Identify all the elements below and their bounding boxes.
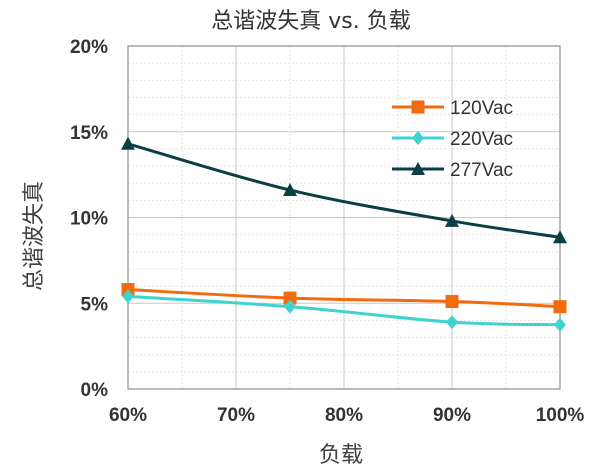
x-tick-label: 100% xyxy=(536,405,585,426)
legend-entry: 120Vac xyxy=(392,98,513,119)
y-axis-ticks: 0% 5% 10% 15% 20% xyxy=(70,37,108,401)
legend-entry: 277Vac xyxy=(392,160,513,181)
data-point xyxy=(283,291,297,305)
data-point xyxy=(445,213,459,227)
y-tick-label: 0% xyxy=(81,380,109,401)
legend-label: 220Vac xyxy=(450,129,513,150)
y-tick-label: 10% xyxy=(70,209,108,230)
x-axis-title: 负载 xyxy=(319,443,363,468)
y-tick-label: 15% xyxy=(70,123,108,144)
data-point xyxy=(554,317,566,332)
data-point xyxy=(283,183,297,197)
x-tick-label: 80% xyxy=(325,405,363,426)
series-line xyxy=(127,288,561,309)
data-point xyxy=(121,136,135,150)
data-point xyxy=(553,300,567,314)
legend: 120Vac 220Vac 277Vac xyxy=(392,98,513,181)
legend-label: 120Vac xyxy=(450,98,513,119)
series-220Vac xyxy=(122,289,566,332)
series-120Vac xyxy=(121,283,567,314)
data-point xyxy=(446,315,458,330)
legend-marker xyxy=(412,131,424,145)
x-tick-label: 60% xyxy=(109,405,147,426)
legend-marker xyxy=(411,162,425,175)
data-point xyxy=(553,230,567,244)
chart-title: 总谐波失真 vs. 负载 xyxy=(211,9,410,34)
y-tick-label: 20% xyxy=(70,37,108,58)
x-axis-ticks: 60% 70% 80% 90% 100% xyxy=(109,405,584,426)
legend-entry: 220Vac xyxy=(392,129,513,150)
y-tick-label: 5% xyxy=(81,294,109,315)
y-axis-title: 总谐波失真 xyxy=(22,181,47,291)
series-line xyxy=(127,294,561,327)
series-line xyxy=(127,142,561,239)
data-point xyxy=(445,295,459,309)
series xyxy=(121,136,567,332)
legend-label: 277Vac xyxy=(450,160,513,181)
grid xyxy=(128,46,560,389)
x-tick-label: 90% xyxy=(433,405,471,426)
legend-marker xyxy=(411,100,425,114)
data-point xyxy=(122,289,134,304)
x-tick-label: 70% xyxy=(217,405,255,426)
data-point xyxy=(284,299,296,314)
series-277Vac xyxy=(121,136,567,244)
plot-area-frame xyxy=(127,45,561,390)
